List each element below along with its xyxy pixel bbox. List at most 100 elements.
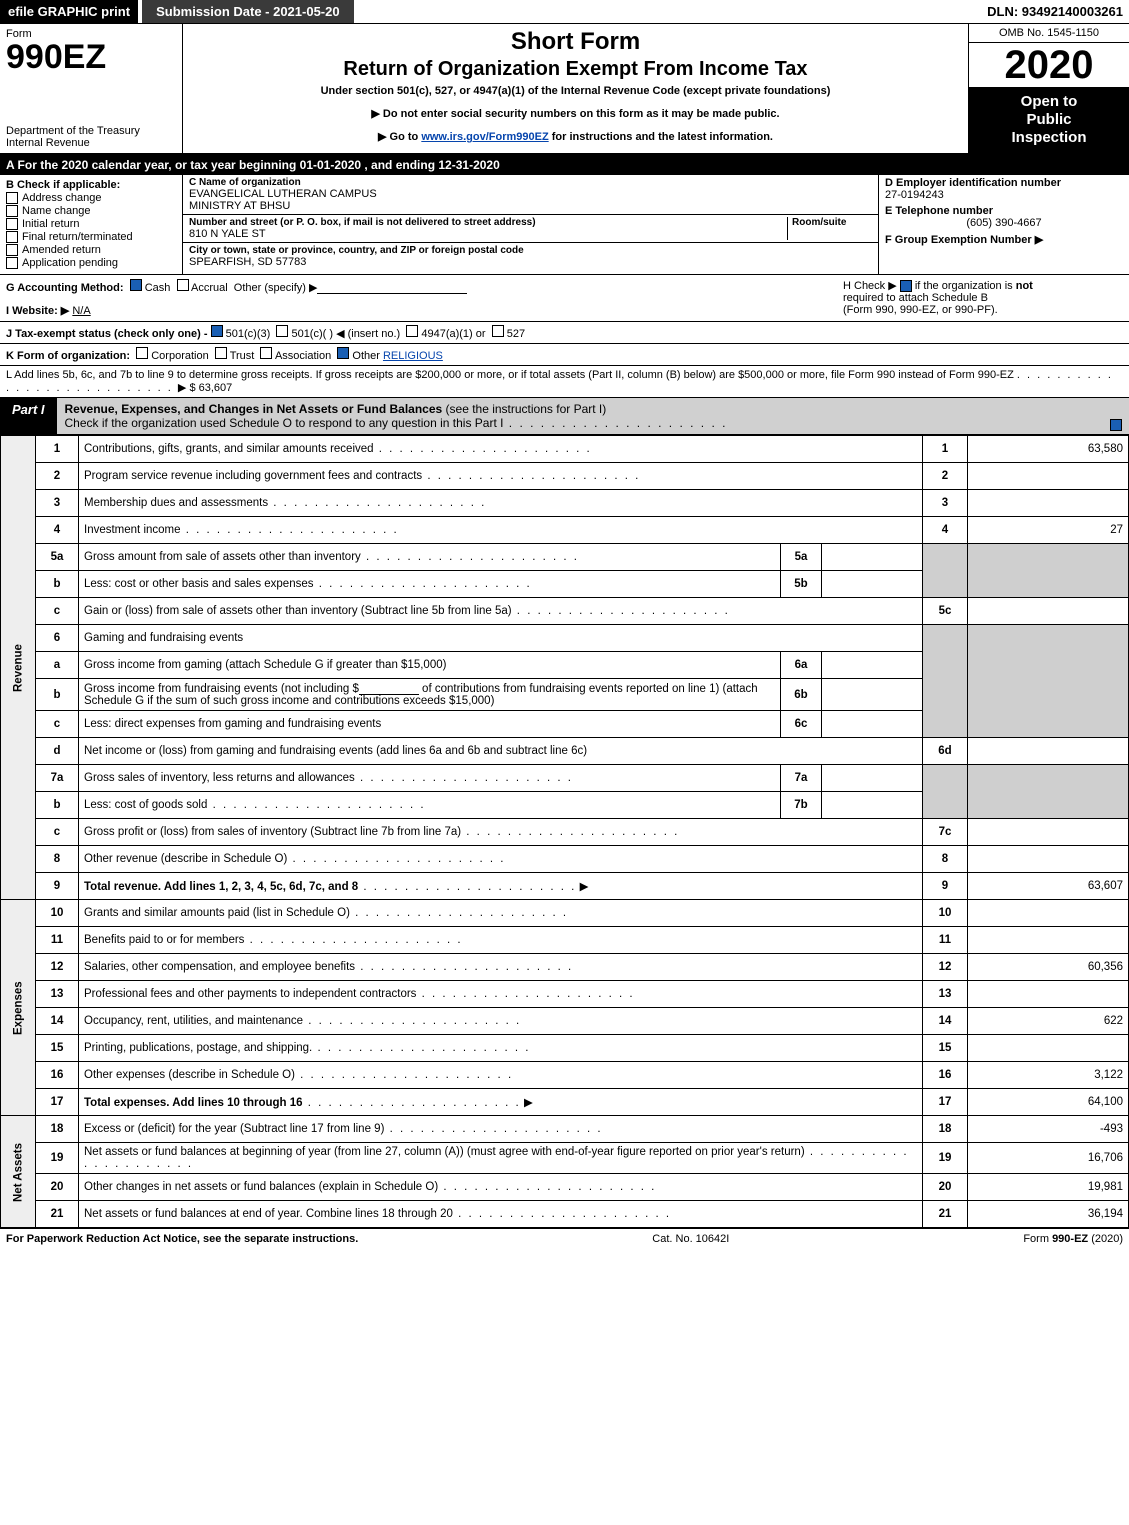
chk-h[interactable]	[900, 280, 912, 292]
chk-initial-return[interactable]: Initial return	[6, 218, 176, 230]
revenue-side-label: Revenue	[1, 436, 36, 900]
chk-name-change[interactable]: Name change	[6, 205, 176, 217]
chk-501c3[interactable]	[211, 325, 223, 337]
form-header: Form 990EZ Department of the Treasury In…	[0, 24, 1129, 155]
chk-other-org[interactable]	[337, 347, 349, 359]
line-18-row: Net Assets 18Excess or (deficit) for the…	[1, 1116, 1129, 1143]
line-6d-row: d Net income or (loss) from gaming and f…	[1, 738, 1129, 765]
chk-address-change[interactable]: Address change	[6, 192, 176, 204]
page-footer: For Paperwork Reduction Act Notice, see …	[0, 1228, 1129, 1249]
line-18-value: -493	[968, 1116, 1129, 1143]
chk-amended-return[interactable]: Amended return	[6, 244, 176, 256]
line-11-row: 11Benefits paid to or for members 11	[1, 927, 1129, 954]
line-19-row: 19Net assets or fund balances at beginni…	[1, 1143, 1129, 1174]
chk-501c[interactable]	[276, 325, 288, 337]
line-4-row: 4 Investment income 427	[1, 517, 1129, 544]
chk-final-return[interactable]: Final return/terminated	[6, 231, 176, 243]
line-17-value: 64,100	[968, 1089, 1129, 1116]
other-org-value[interactable]: RELIGIOUS	[383, 350, 443, 362]
dln-label: DLN: 93492140003261	[987, 4, 1129, 19]
chk-corp[interactable]	[136, 347, 148, 359]
footer-left: For Paperwork Reduction Act Notice, see …	[6, 1233, 358, 1245]
line-21-value: 36,194	[968, 1201, 1129, 1228]
header-right: OMB No. 1545-1150 2020 Open to Public In…	[969, 24, 1129, 153]
row-g-h-i: G Accounting Method: Cash Accrual Other …	[0, 275, 1129, 322]
line-12-value: 60,356	[968, 954, 1129, 981]
title-short-form: Short Form	[191, 28, 960, 56]
line-14-value: 622	[968, 1008, 1129, 1035]
lines-table: Revenue 1 Contributions, gifts, grants, …	[0, 435, 1129, 1228]
line-21-row: 21Net assets or fund balances at end of …	[1, 1201, 1129, 1228]
chk-527[interactable]	[492, 325, 504, 337]
chk-cash[interactable]	[130, 279, 142, 291]
line-16-value: 3,122	[968, 1062, 1129, 1089]
line-3-row: 3 Membership dues and assessments 3	[1, 490, 1129, 517]
h-check: H Check ▶ if the organization is not req…	[837, 275, 1129, 321]
footer-cat-no: Cat. No. 10642I	[652, 1233, 729, 1245]
line-8-row: 8 Other revenue (describe in Schedule O)…	[1, 846, 1129, 873]
line-12-row: 12Salaries, other compensation, and empl…	[1, 954, 1129, 981]
line-j: J Tax-exempt status (check only one) - 5…	[0, 322, 1129, 344]
line-9-value: 63,607	[968, 873, 1129, 900]
org-name-2: MINISTRY AT BHSU	[189, 200, 872, 212]
form-number: 990EZ	[6, 40, 176, 74]
part-1-header: Part I Revenue, Expenses, and Changes in…	[0, 398, 1129, 435]
d-label: D Employer identification number	[885, 177, 1123, 189]
street-address: 810 N YALE ST	[189, 228, 787, 240]
telephone-value: (605) 390-4667	[885, 217, 1123, 229]
submission-date-badge: Submission Date - 2021-05-20	[142, 0, 354, 23]
line-20-value: 19,981	[968, 1174, 1129, 1201]
line-10-row: Expenses 10 Grants and similar amounts p…	[1, 900, 1129, 927]
chk-trust[interactable]	[215, 347, 227, 359]
i-website: I Website: ▶ N/A	[6, 304, 831, 317]
line-7c-row: c Gross profit or (loss) from sales of i…	[1, 819, 1129, 846]
addr-label: Number and street (or P. O. box, if mail…	[189, 217, 787, 228]
line-20-row: 20Other changes in net assets or fund ba…	[1, 1174, 1129, 1201]
subtitle: Under section 501(c), 527, or 4947(a)(1)…	[191, 85, 960, 97]
chk-accrual[interactable]	[177, 279, 189, 291]
chk-4947[interactable]	[406, 325, 418, 337]
title-return: Return of Organization Exempt From Incom…	[191, 58, 960, 81]
goto-note: ▶ Go to www.irs.gov/Form990EZ for instru…	[191, 130, 960, 143]
f-label: F Group Exemption Number ▶	[885, 234, 1043, 246]
top-bar: efile GRAPHIC print Submission Date - 20…	[0, 0, 1129, 24]
line-k: K Form of organization: Corporation Trus…	[0, 344, 1129, 366]
line-16-row: 16Other expenses (describe in Schedule O…	[1, 1062, 1129, 1089]
part-1-tag: Part I	[0, 398, 57, 434]
ein-value: 27-0194243	[885, 189, 1123, 201]
header-mid: Short Form Return of Organization Exempt…	[183, 24, 969, 153]
efile-print-button[interactable]: efile GRAPHIC print	[0, 0, 138, 23]
line-6-row: 6 Gaming and fundraising events	[1, 625, 1129, 652]
ssn-note: ▶ Do not enter social security numbers o…	[191, 107, 960, 120]
city-state-zip: SPEARFISH, SD 57783	[189, 256, 872, 268]
e-label: E Telephone number	[885, 205, 1123, 217]
chk-application-pending[interactable]: Application pending	[6, 257, 176, 269]
header-left: Form 990EZ Department of the Treasury In…	[0, 24, 183, 153]
chk-schedule-o[interactable]	[1110, 419, 1122, 431]
omb-number: OMB No. 1545-1150	[969, 24, 1129, 43]
room-label: Room/suite	[792, 217, 872, 228]
line-17-row: 17Total expenses. Add lines 10 through 1…	[1, 1089, 1129, 1116]
line-7a-row: 7a Gross sales of inventory, less return…	[1, 765, 1129, 792]
city-label: City or town, state or province, country…	[189, 245, 872, 256]
row-a-tax-year: A For the 2020 calendar year, or tax yea…	[0, 155, 1129, 175]
org-name-1: EVANGELICAL LUTHERAN CAMPUS	[189, 188, 872, 200]
expenses-side-label: Expenses	[1, 900, 36, 1116]
line-19-value: 16,706	[968, 1143, 1129, 1174]
line-l-amount: ▶ $ 63,607	[178, 382, 232, 394]
line-l: L Add lines 5b, 6c, and 7b to line 9 to …	[0, 366, 1129, 398]
line-5c-row: c Gain or (loss) from sale of assets oth…	[1, 598, 1129, 625]
line-4-value: 27	[968, 517, 1129, 544]
box-b: B Check if applicable: Address change Na…	[0, 175, 183, 274]
chk-assoc[interactable]	[260, 347, 272, 359]
irs-link[interactable]: www.irs.gov/Form990EZ	[421, 131, 548, 143]
line-1-row: Revenue 1 Contributions, gifts, grants, …	[1, 436, 1129, 463]
website-value: N/A	[72, 305, 90, 317]
tax-year: 2020	[969, 43, 1129, 87]
line-2-row: 2 Program service revenue including gove…	[1, 463, 1129, 490]
part-1-title: Revenue, Expenses, and Changes in Net As…	[65, 402, 443, 416]
dept-label: Department of the Treasury Internal Reve…	[6, 125, 176, 149]
c-name-label: C Name of organization	[189, 177, 872, 188]
line-15-row: 15Printing, publications, postage, and s…	[1, 1035, 1129, 1062]
block-b-to-f: B Check if applicable: Address change Na…	[0, 175, 1129, 275]
